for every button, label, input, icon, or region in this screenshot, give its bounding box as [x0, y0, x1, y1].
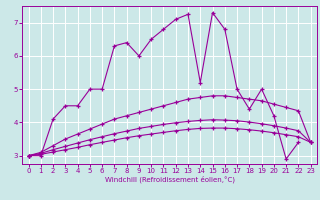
X-axis label: Windchill (Refroidissement éolien,°C): Windchill (Refroidissement éolien,°C)	[105, 176, 235, 183]
